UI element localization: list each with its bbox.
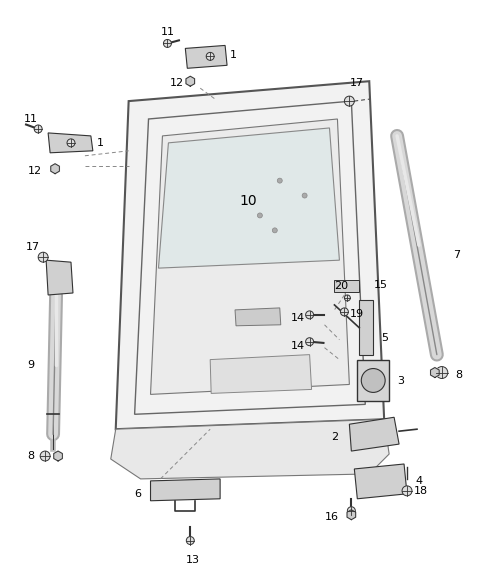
Text: 4: 4 [415, 476, 422, 486]
Circle shape [272, 228, 277, 233]
Polygon shape [151, 479, 220, 501]
Text: 16: 16 [324, 512, 338, 522]
Bar [335, 280, 360, 292]
Text: 12: 12 [170, 78, 184, 88]
Polygon shape [111, 419, 389, 479]
Polygon shape [354, 464, 407, 498]
Polygon shape [349, 417, 399, 451]
Polygon shape [347, 510, 356, 519]
Polygon shape [46, 260, 73, 295]
Polygon shape [116, 81, 384, 429]
Polygon shape [48, 133, 93, 153]
Circle shape [67, 139, 75, 147]
Polygon shape [235, 308, 281, 326]
Circle shape [340, 308, 348, 316]
Circle shape [306, 311, 313, 319]
Circle shape [436, 367, 448, 378]
Text: 19: 19 [350, 309, 364, 319]
Polygon shape [151, 119, 349, 394]
Circle shape [257, 213, 263, 218]
Bar [360, 300, 373, 354]
Polygon shape [54, 451, 62, 461]
Text: 11: 11 [24, 114, 38, 124]
Text: 17: 17 [26, 242, 40, 252]
Text: 7: 7 [453, 250, 460, 260]
Bar [357, 360, 389, 401]
Polygon shape [158, 128, 339, 268]
Text: 10: 10 [239, 193, 257, 207]
Text: 1: 1 [229, 51, 237, 60]
Text: 14: 14 [290, 313, 305, 323]
Polygon shape [431, 368, 439, 378]
Text: 5: 5 [382, 333, 389, 343]
Text: 12: 12 [28, 166, 42, 175]
Circle shape [38, 252, 48, 262]
Circle shape [306, 338, 313, 346]
Text: 8: 8 [455, 370, 462, 379]
Polygon shape [186, 76, 194, 86]
Circle shape [344, 295, 350, 301]
Text: 2: 2 [331, 432, 338, 442]
Circle shape [40, 451, 50, 461]
Circle shape [302, 193, 307, 198]
Circle shape [348, 507, 355, 515]
Circle shape [34, 125, 42, 133]
Text: 11: 11 [160, 27, 174, 37]
Text: 14: 14 [290, 340, 305, 351]
Circle shape [277, 178, 282, 183]
Text: 6: 6 [134, 489, 141, 499]
Text: 13: 13 [186, 555, 200, 565]
Text: 15: 15 [374, 280, 388, 290]
Circle shape [206, 52, 214, 60]
Circle shape [402, 486, 412, 496]
Text: 8: 8 [28, 451, 35, 461]
Polygon shape [210, 354, 312, 393]
Text: 17: 17 [350, 78, 364, 88]
Polygon shape [185, 45, 227, 69]
Circle shape [361, 368, 385, 392]
Circle shape [186, 537, 194, 544]
Text: 18: 18 [414, 486, 428, 496]
Text: 1: 1 [97, 138, 104, 148]
Circle shape [344, 96, 354, 106]
Polygon shape [51, 164, 60, 174]
Text: 3: 3 [397, 376, 405, 386]
Text: 20: 20 [335, 281, 348, 291]
Text: 9: 9 [28, 360, 35, 370]
Circle shape [164, 40, 171, 48]
